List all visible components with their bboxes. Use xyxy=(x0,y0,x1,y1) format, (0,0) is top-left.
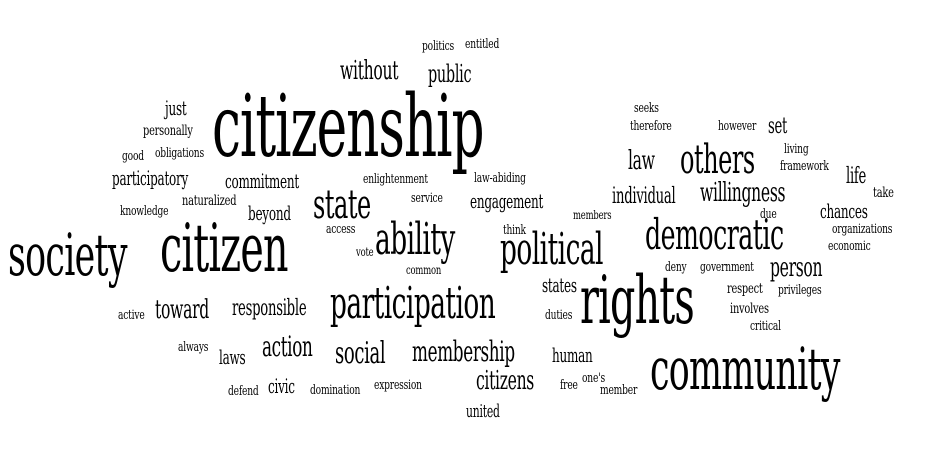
word-therefore: therefore xyxy=(630,119,672,134)
word-naturalized: naturalized xyxy=(182,193,237,209)
word-ability: ability xyxy=(375,214,455,265)
word-free: free xyxy=(560,378,578,393)
word-set: set xyxy=(768,114,788,139)
word-civic: civic xyxy=(268,374,295,398)
word-individual: individual xyxy=(612,184,676,209)
word-without: without xyxy=(340,56,399,86)
word-citizen: citizen xyxy=(160,210,288,287)
word-think: think xyxy=(503,223,526,238)
word-living: living xyxy=(784,142,809,157)
word-members: members xyxy=(573,208,612,222)
word-laws: laws xyxy=(219,345,246,369)
word-one-s: one's xyxy=(582,371,605,386)
word-law: law xyxy=(628,146,655,176)
word-participatory: participatory xyxy=(112,166,189,190)
word-expression: expression xyxy=(374,378,422,393)
word-deny: deny xyxy=(665,260,687,275)
word-respect: respect xyxy=(727,281,763,297)
word-life: life xyxy=(846,164,867,189)
word-member: member xyxy=(600,383,638,398)
word-common: common xyxy=(406,263,442,277)
word-active: active xyxy=(118,308,145,323)
word-domination: domination xyxy=(310,383,361,398)
word-public: public xyxy=(428,60,472,88)
word-engagement: engagement xyxy=(470,189,544,213)
word-take: take xyxy=(873,185,894,201)
word-toward: toward xyxy=(155,295,209,325)
word-person: person xyxy=(770,253,823,283)
word-politics: politics xyxy=(422,39,455,54)
word-due: due xyxy=(760,207,777,222)
word-community: community xyxy=(650,335,840,403)
word-rights: rights xyxy=(580,262,695,339)
word-vote: vote xyxy=(356,245,374,259)
word-defend: defend xyxy=(228,384,259,399)
word-human: human xyxy=(552,343,593,367)
word-commitment: commitment xyxy=(225,169,299,193)
word-just: just xyxy=(165,96,187,120)
word-responsible: responsible xyxy=(232,296,307,321)
word-law-abiding: law-abiding xyxy=(474,171,526,186)
word-membership: membership xyxy=(412,335,515,368)
word-obligations: obligations xyxy=(155,146,204,161)
word-however: however xyxy=(718,119,757,134)
word-united: united xyxy=(466,401,500,422)
word-others: others xyxy=(680,137,755,183)
word-entitled: entitled xyxy=(465,37,500,52)
word-privileges: privileges xyxy=(778,283,822,298)
word-government: government xyxy=(700,260,754,275)
word-beyond: beyond xyxy=(248,201,291,225)
word-service: service xyxy=(411,191,443,206)
word-society: society xyxy=(8,221,127,289)
word-economic: economic xyxy=(828,239,871,254)
word-social: social xyxy=(335,336,386,371)
word-democratic: democratic xyxy=(645,210,784,259)
word-knowledge: knowledge xyxy=(120,204,169,219)
word-political: political xyxy=(500,224,603,275)
word-seeks: seeks xyxy=(634,101,659,116)
word-citizenship: citizenship xyxy=(212,77,485,177)
word-critical: critical xyxy=(750,319,781,334)
word-willingness: willingness xyxy=(700,178,786,208)
word-involves: involves xyxy=(730,301,769,317)
word-always: always xyxy=(178,340,209,355)
word-state: state xyxy=(313,182,371,228)
word-good: good xyxy=(122,149,144,164)
word-states: states xyxy=(542,273,577,297)
word-citizens: citizens xyxy=(476,366,534,396)
word-organizations: organizations xyxy=(832,222,893,237)
word-personally: personally xyxy=(143,123,193,139)
word-action: action xyxy=(262,330,313,363)
word-framework: framework xyxy=(780,159,829,174)
word-enlightenment: enlightenment xyxy=(363,172,428,187)
word-chances: chances xyxy=(820,199,868,223)
word-participation: participation xyxy=(330,278,496,329)
word-duties: duties xyxy=(545,308,573,323)
word-access: access xyxy=(326,222,356,237)
